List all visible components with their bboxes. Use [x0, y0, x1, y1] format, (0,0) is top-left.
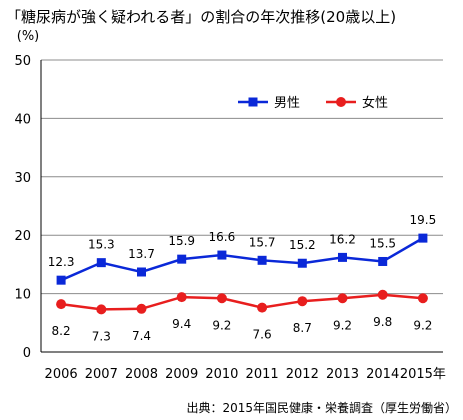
data-point: [418, 233, 428, 243]
x-tick-label: 2007: [85, 367, 118, 382]
data-point: [337, 293, 348, 304]
y-axis-label: (%): [17, 29, 40, 44]
x-tick-label: 2008: [125, 367, 158, 382]
data-label: 9.2: [333, 318, 352, 332]
data-point: [137, 267, 146, 277]
data-label: 15.2: [289, 238, 316, 252]
data-point: [96, 304, 107, 315]
data-point: [96, 258, 106, 268]
source-note: 出典：2015年国民健康・栄養調査（厚生労働省）: [186, 400, 457, 415]
data-label: 9.2: [212, 318, 231, 332]
y-tick-label: 0: [23, 346, 31, 361]
data-point: [257, 302, 268, 313]
series-line-1: [60, 237, 424, 282]
x-tick-label: 2006: [45, 367, 78, 382]
data-label: 9.2: [413, 318, 432, 332]
y-tick-label: 40: [14, 112, 31, 127]
data-label: 15.3: [88, 238, 115, 252]
data-label: 16.6: [209, 230, 236, 244]
series-line-2: [60, 293, 424, 311]
data-point: [377, 289, 388, 300]
data-point: [378, 256, 388, 266]
y-tick-label: 30: [14, 171, 31, 186]
data-label: 12.3: [48, 255, 75, 269]
x-tick-label: 2015年: [400, 367, 446, 382]
data-label: 16.2: [329, 232, 356, 246]
x-tick-label: 2013: [326, 367, 359, 382]
data-label: 9.4: [172, 317, 191, 331]
x-tick-label: 2014: [366, 367, 399, 382]
data-label: 8.7: [293, 321, 312, 335]
x-tick-label: 2011: [246, 367, 279, 382]
data-point: [216, 293, 227, 304]
data-label: 19.5: [410, 213, 437, 227]
data-point: [136, 303, 147, 314]
x-tick-label: 2012: [286, 367, 319, 382]
data-point: [338, 252, 347, 262]
data-label: 8.2: [52, 324, 71, 338]
data-point: [176, 292, 187, 303]
data-label: 7.3: [92, 329, 111, 343]
data-point: [297, 258, 307, 268]
data-label: 13.7: [128, 247, 155, 261]
legend-marker: [336, 97, 346, 107]
legend-label: 男性: [274, 96, 300, 111]
data-label: 15.5: [369, 236, 396, 250]
legend-marker: [248, 97, 258, 107]
data-point: [257, 255, 267, 265]
data-label: 15.9: [168, 234, 195, 248]
data-point: [177, 254, 187, 264]
data-label: 7.6: [253, 328, 272, 342]
legend-label: 女性: [362, 95, 388, 111]
chart-title: 「糖尿病が強く疑われる者」の割合の年次推移(20歳以上): [6, 8, 396, 26]
data-point: [56, 275, 66, 285]
data-point: [417, 293, 428, 304]
y-tick-label: 10: [14, 288, 31, 303]
data-point: [56, 299, 67, 310]
data-label: 7.4: [132, 329, 151, 343]
x-tick-label: 2010: [205, 367, 238, 382]
data-label: 9.8: [373, 315, 392, 329]
data-label: 15.7: [249, 235, 276, 249]
data-point: [217, 250, 227, 260]
y-tick-label: 50: [14, 54, 31, 69]
x-tick-label: 2009: [165, 367, 198, 382]
y-tick-label: 20: [14, 229, 31, 244]
data-point: [297, 296, 308, 307]
